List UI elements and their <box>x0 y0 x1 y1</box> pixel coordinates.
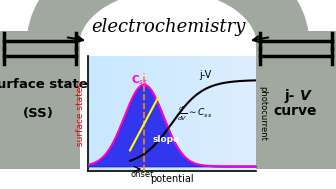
Text: V: V <box>300 89 311 103</box>
FancyBboxPatch shape <box>256 31 336 49</box>
FancyBboxPatch shape <box>256 39 336 169</box>
Y-axis label: surface states: surface states <box>76 81 85 146</box>
Text: onset: onset <box>131 170 154 179</box>
Text: C$_{ss}$: C$_{ss}$ <box>131 73 149 87</box>
Text: electrochemistry: electrochemistry <box>91 18 245 36</box>
Text: curve: curve <box>273 104 317 118</box>
X-axis label: potential: potential <box>150 174 194 184</box>
Text: j-V: j-V <box>200 70 212 80</box>
FancyBboxPatch shape <box>0 31 80 49</box>
Text: photocurrent: photocurrent <box>258 86 267 141</box>
Text: $\frac{dj}{dV}$$\sim$$C_{ss}$: $\frac{dj}{dV}$$\sim$$C_{ss}$ <box>177 105 212 122</box>
FancyBboxPatch shape <box>0 39 80 169</box>
Text: surface state

(SS): surface state (SS) <box>0 77 87 121</box>
Text: slope: slope <box>153 135 179 144</box>
Text: j-: j- <box>285 89 295 103</box>
